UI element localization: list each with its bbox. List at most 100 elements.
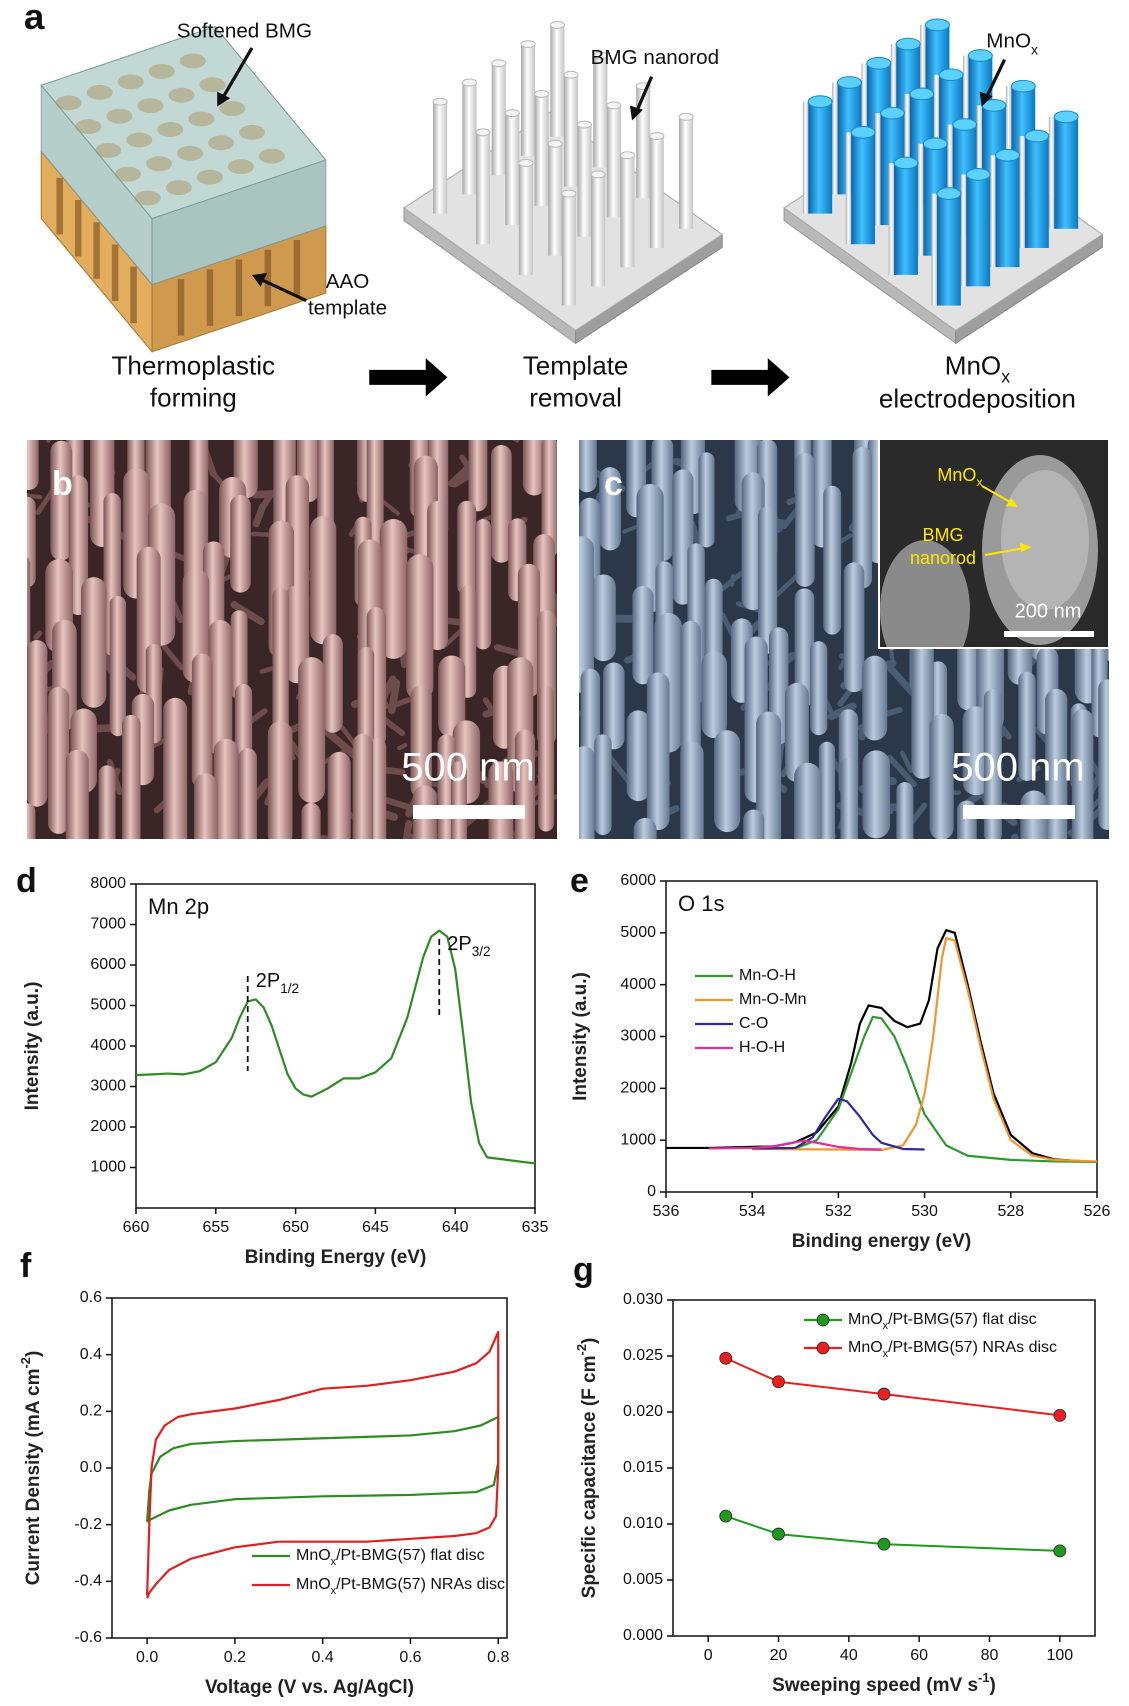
text-part: 3/2 — [472, 944, 491, 959]
rod — [433, 102, 447, 214]
step-caption: forming — [150, 385, 237, 413]
sem-fiber — [406, 823, 409, 841]
rod — [562, 194, 576, 306]
text-part: MnO — [296, 1576, 331, 1593]
sem-rod — [698, 452, 714, 547]
legend-label: MnOx/Pt-BMG(57) NRAs disc — [296, 1576, 505, 1597]
sem-rod — [301, 803, 320, 887]
y-tick-label: 6000 — [90, 956, 126, 973]
sem-rod — [298, 657, 325, 803]
y-tick-label: 0.2 — [80, 1403, 102, 1420]
sem-rod — [110, 596, 126, 736]
scale-label: 500 nm — [951, 746, 1084, 790]
y-tick-label: 0.020 — [623, 1403, 663, 1420]
rod-top — [1011, 80, 1035, 92]
rod-top — [548, 140, 562, 147]
rod-top — [620, 152, 634, 159]
marker — [720, 1352, 732, 1364]
x-tick-label: 80 — [981, 1647, 999, 1664]
sem-fiber — [36, 633, 40, 637]
rod — [1025, 136, 1049, 248]
sem-rod — [840, 757, 858, 894]
y-tick-label: 0 — [647, 1183, 656, 1200]
sem-rod — [194, 774, 218, 879]
y-tick-label: 0.4 — [80, 1346, 102, 1363]
x-tick-label: 645 — [362, 1219, 389, 1236]
rod — [650, 136, 664, 248]
text-part: x — [1001, 366, 1010, 386]
text-part: /Pt-BMG(57) flat disc — [888, 1311, 1036, 1328]
rod-top — [910, 88, 934, 100]
rod-top — [505, 110, 519, 117]
pore — [168, 88, 194, 103]
sem-rod — [238, 748, 257, 903]
rod — [636, 86, 650, 198]
rod — [894, 163, 918, 275]
sem-rod — [230, 495, 251, 593]
rod-top — [562, 190, 576, 197]
rod-top — [939, 69, 963, 81]
rod-top — [433, 98, 447, 105]
plot-frame — [136, 884, 535, 1208]
rod-core — [832, 82, 837, 194]
text-part: -2 — [18, 1357, 33, 1368]
legend-label: MnOx/Pt-BMG(57) NRAs disc — [848, 1339, 1057, 1360]
marker — [1054, 1545, 1066, 1557]
text-part: /Pt-BMG(57) NRAs disc — [336, 1576, 505, 1593]
text-part: 2P — [447, 933, 471, 955]
pore — [200, 77, 226, 92]
sem-fiber — [255, 494, 275, 495]
pore — [146, 156, 172, 171]
step-caption: removal — [529, 385, 622, 413]
y-tick-label: 3000 — [90, 1078, 126, 1095]
y-tick-label: 1000 — [90, 1159, 126, 1176]
rod-top — [1025, 130, 1049, 142]
sem-rod — [795, 453, 814, 587]
rod-top — [577, 121, 591, 128]
rod — [679, 117, 693, 229]
pore — [126, 133, 152, 148]
step-caption: Template — [523, 353, 629, 381]
sem-fiber — [951, 846, 972, 851]
sem-fiber — [953, 418, 963, 441]
series-line — [666, 930, 1097, 1162]
panel-a: a Softened BMG AAO template BMG nanorod … — [24, 0, 1102, 414]
sem-rod — [862, 656, 887, 741]
sem-rod — [18, 497, 36, 588]
y-tick-label: 0.005 — [623, 1571, 663, 1588]
x-tick-label: 530 — [911, 1203, 938, 1220]
x-tick-label: 0.2 — [224, 1649, 246, 1666]
sem-fiber — [655, 851, 668, 859]
callout: MnOx — [986, 30, 1038, 57]
sem-fiber — [262, 669, 272, 672]
panel-letter: a — [24, 0, 45, 37]
rod — [966, 174, 990, 286]
callout: Softened BMG — [177, 20, 312, 43]
rod-top — [896, 38, 920, 50]
rod-core — [961, 174, 966, 286]
sem-rod — [413, 785, 437, 895]
sem-rod — [680, 742, 704, 883]
pore — [118, 74, 144, 89]
marker — [773, 1376, 785, 1388]
pore — [219, 101, 245, 116]
sem-rod — [328, 752, 351, 848]
x-tick-label: 0.4 — [312, 1649, 334, 1666]
y-tick-label: 0.0 — [80, 1459, 102, 1476]
callout: BMG nanorod — [591, 46, 719, 69]
y-tick-label: 1000 — [620, 1131, 656, 1148]
rod-top — [550, 21, 564, 28]
panel-letter: f — [20, 1247, 32, 1285]
pore — [149, 64, 175, 79]
text-part: 2P — [256, 970, 280, 992]
rod — [620, 155, 634, 267]
scale-bar — [963, 805, 1075, 819]
text-part: ) — [990, 1675, 996, 1696]
y-tick-label: 3000 — [620, 1028, 656, 1045]
rod — [851, 132, 875, 244]
pore — [177, 146, 203, 161]
inset-label: BMG — [922, 525, 963, 545]
scale-bar — [1004, 631, 1094, 637]
rod — [996, 155, 1020, 267]
x-tick-label: 0 — [704, 1647, 713, 1664]
